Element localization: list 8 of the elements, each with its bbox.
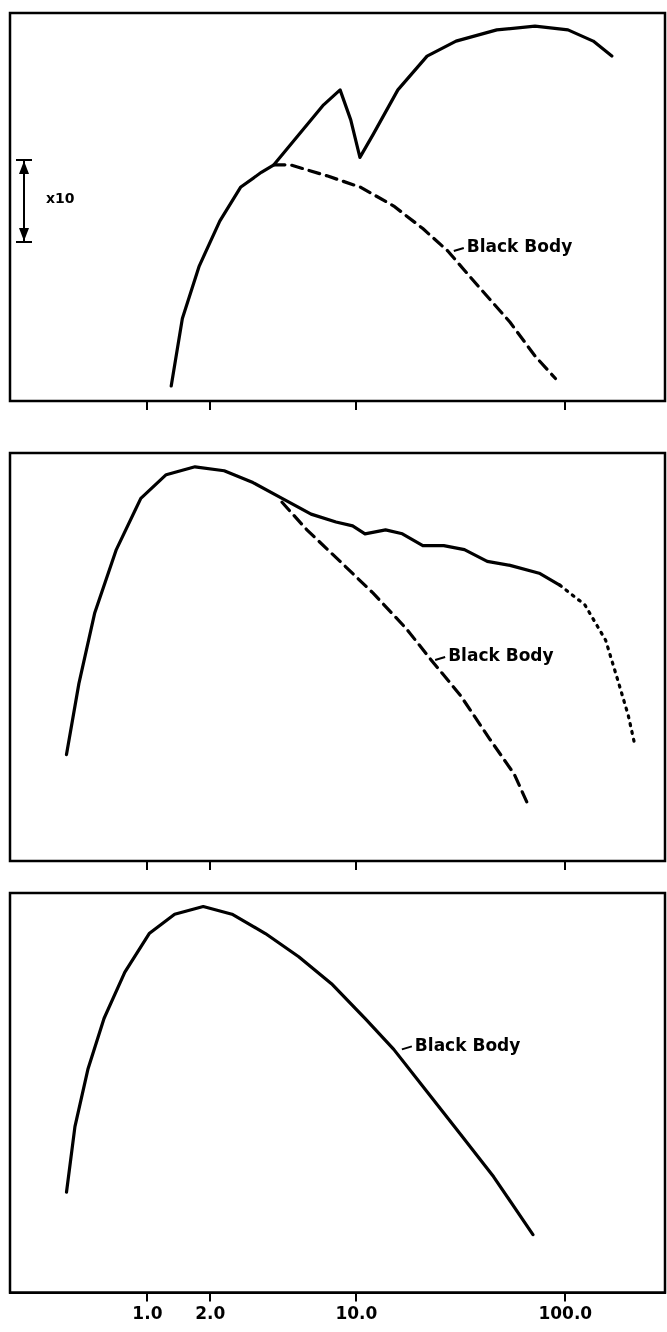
x-tick-label: 100.0 — [538, 1303, 593, 1324]
annotation: x10 — [46, 189, 75, 206]
x-tick-label: 2.0 — [195, 1303, 226, 1324]
annotation: Black Body — [448, 645, 554, 666]
x-tick-label: 10.0 — [335, 1303, 378, 1324]
annotation: Black Body — [466, 236, 573, 257]
annotation: Black Body — [414, 1034, 521, 1055]
x-tick-label: 1.0 — [132, 1303, 163, 1324]
